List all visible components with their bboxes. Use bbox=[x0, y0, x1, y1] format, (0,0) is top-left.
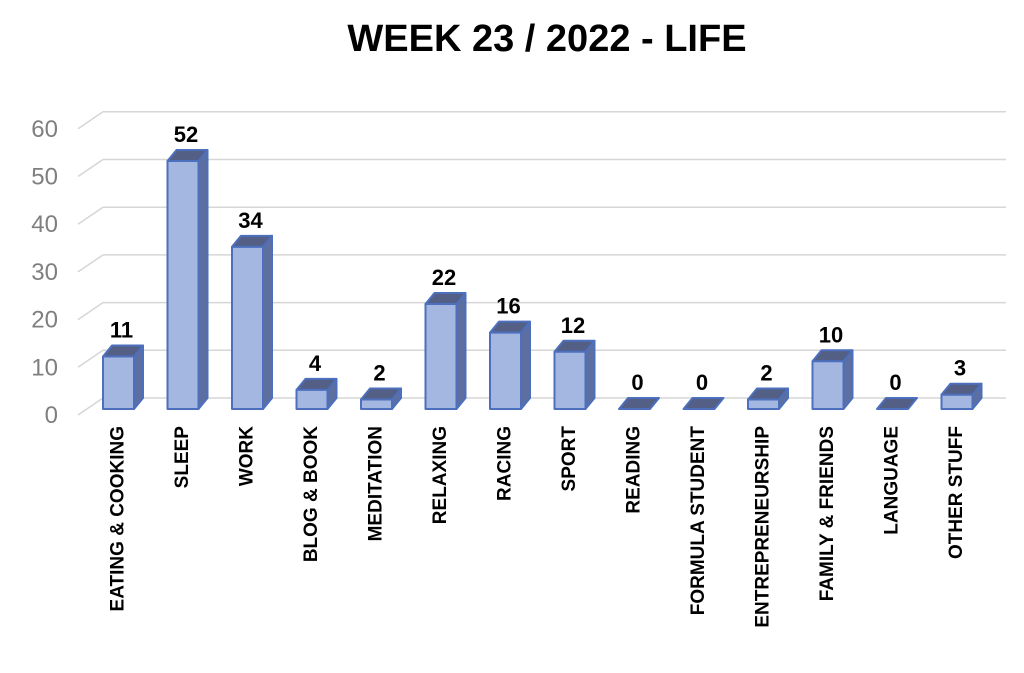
bar-side bbox=[455, 292, 467, 410]
gridline-diagonal bbox=[77, 301, 104, 321]
bar-front bbox=[424, 303, 458, 410]
gridline-diagonal bbox=[77, 397, 104, 416]
category-label: RELAXING bbox=[430, 426, 451, 524]
bar-3d bbox=[102, 344, 144, 410]
gridline-diagonal bbox=[77, 111, 104, 130]
value-label: 12 bbox=[561, 313, 585, 338]
bar-front bbox=[553, 350, 587, 410]
value-label: 3 bbox=[954, 356, 966, 381]
y-axis-tick-label: 40 bbox=[31, 211, 58, 238]
bar-3d bbox=[360, 387, 402, 410]
bar-side bbox=[262, 234, 273, 410]
bar-3d bbox=[553, 339, 596, 410]
bar-top bbox=[682, 397, 725, 410]
y-axis-tick-label: 60 bbox=[31, 116, 58, 143]
bar-front bbox=[102, 355, 135, 410]
value-label: 22 bbox=[432, 265, 456, 290]
category-label: BLOG & BOOK bbox=[301, 426, 322, 562]
value-label: 16 bbox=[496, 294, 520, 319]
bar-3d bbox=[618, 397, 660, 410]
bar-3d bbox=[166, 148, 209, 410]
bar-3d bbox=[424, 292, 467, 410]
y-axis-tick-label: 0 bbox=[45, 402, 58, 429]
category-label: FORMULA STUDENT bbox=[688, 426, 709, 616]
y-axis-tick-label: 20 bbox=[31, 307, 58, 334]
value-label: 0 bbox=[696, 370, 708, 395]
category-label: LANGUAGE bbox=[882, 426, 903, 535]
bar-3d bbox=[295, 377, 338, 410]
bar-front bbox=[489, 331, 522, 410]
bar-side bbox=[520, 320, 531, 410]
chart-title: WEEK 23 / 2022 - LIFE bbox=[347, 18, 747, 60]
value-label: 2 bbox=[373, 360, 385, 385]
category-label: WORK bbox=[237, 426, 258, 486]
bar-top bbox=[876, 397, 918, 410]
gridline-diagonal bbox=[77, 206, 104, 225]
category-label: READING bbox=[624, 426, 645, 514]
bar-3d bbox=[940, 382, 983, 410]
category-label: EATING & COOKING bbox=[108, 426, 129, 611]
category-label: OTHER STUFF bbox=[946, 426, 967, 559]
bar-front bbox=[811, 360, 845, 410]
value-label: 11 bbox=[110, 318, 133, 343]
bar-3d bbox=[231, 234, 273, 410]
category-label: RACING bbox=[495, 426, 516, 501]
category-label: ENTREPRENEURSHIP bbox=[753, 426, 774, 628]
bar-front bbox=[747, 398, 780, 410]
bar-front bbox=[940, 393, 974, 410]
value-label: 34 bbox=[238, 208, 263, 233]
bar-front bbox=[231, 245, 264, 410]
gridline-diagonal bbox=[77, 158, 104, 178]
bar-front bbox=[295, 388, 329, 410]
category-label: FAMILY & FRIENDS bbox=[817, 426, 838, 601]
bar-3d bbox=[747, 387, 789, 410]
category-label: MEDITATION bbox=[366, 426, 387, 541]
y-axis-tick-label: 50 bbox=[31, 164, 58, 191]
value-label: 0 bbox=[631, 370, 643, 395]
bar-3d bbox=[682, 397, 725, 410]
bar-3d bbox=[489, 320, 531, 410]
bar-top bbox=[618, 397, 660, 410]
bar-front bbox=[360, 398, 393, 410]
value-label: 0 bbox=[889, 370, 901, 395]
value-label: 2 bbox=[760, 360, 772, 385]
y-axis-tick-label: 10 bbox=[31, 354, 58, 381]
bar-front bbox=[166, 159, 200, 410]
category-label: SPORT bbox=[559, 426, 580, 492]
gridline-diagonal bbox=[77, 349, 104, 368]
bar-side bbox=[197, 148, 209, 410]
value-label: 4 bbox=[309, 351, 322, 376]
bar-3d bbox=[811, 349, 854, 410]
y-axis-tick-label: 30 bbox=[31, 259, 58, 286]
value-label: 10 bbox=[819, 322, 843, 347]
value-label: 52 bbox=[174, 122, 198, 147]
bar-3d bbox=[876, 397, 918, 410]
category-label: SLEEP bbox=[172, 426, 193, 489]
gridline-diagonal bbox=[77, 254, 104, 273]
